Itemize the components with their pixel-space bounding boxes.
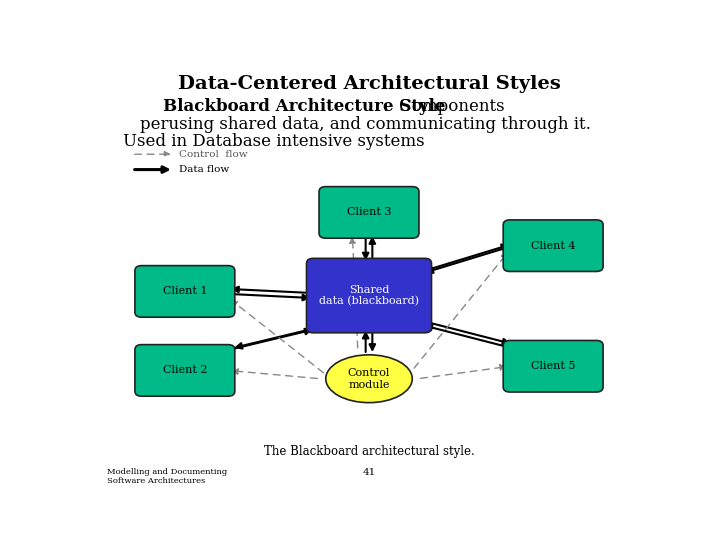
Text: :  Components: : Components [383, 98, 505, 115]
FancyBboxPatch shape [135, 266, 235, 317]
Text: Data-Centered Architectural Styles: Data-Centered Architectural Styles [178, 75, 560, 93]
Text: Modelling and Documenting
Software Architectures: Modelling and Documenting Software Archi… [107, 468, 227, 485]
FancyBboxPatch shape [319, 187, 419, 238]
FancyBboxPatch shape [307, 258, 431, 333]
Text: Used in Database intensive systems: Used in Database intensive systems [124, 133, 425, 150]
Text: Client 4: Client 4 [531, 241, 575, 251]
Text: Data flow: Data flow [179, 165, 230, 174]
Text: 41: 41 [362, 468, 376, 477]
Text: The Blackboard architectural style.: The Blackboard architectural style. [264, 446, 474, 458]
Text: Control  flow: Control flow [179, 150, 248, 159]
Text: Blackboard Architecture Style: Blackboard Architecture Style [163, 98, 445, 115]
Ellipse shape [325, 355, 413, 403]
Text: Shared
data (blackboard): Shared data (blackboard) [319, 285, 419, 307]
Text: Client 3: Client 3 [347, 207, 391, 218]
Text: Client 5: Client 5 [531, 361, 575, 372]
FancyBboxPatch shape [503, 220, 603, 272]
Text: perusing shared data, and communicating through it.: perusing shared data, and communicating … [140, 116, 591, 132]
Text: Client 1: Client 1 [163, 286, 207, 296]
FancyBboxPatch shape [135, 345, 235, 396]
Text: Client 2: Client 2 [163, 366, 207, 375]
Text: Control
module: Control module [348, 368, 390, 389]
FancyBboxPatch shape [503, 341, 603, 392]
